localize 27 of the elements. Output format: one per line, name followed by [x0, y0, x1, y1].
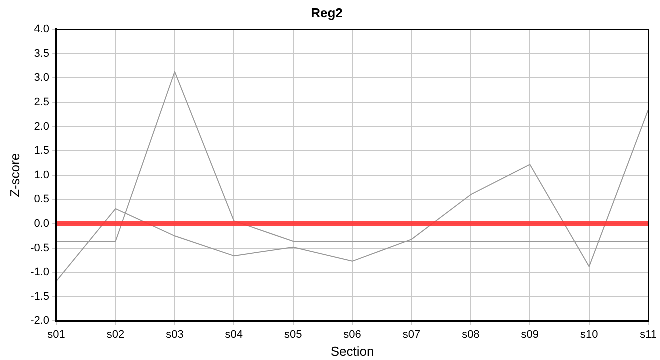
y-tick-label: 3.0 — [34, 72, 50, 84]
y-tick-label: 2.0 — [34, 120, 50, 133]
x-tick-label: s11 — [640, 328, 657, 341]
x-tick-label: s07 — [402, 328, 421, 341]
x-axis-title: Section — [330, 344, 374, 359]
chart-title: Reg2 — [311, 5, 343, 20]
x-tick-label: s06 — [344, 328, 362, 341]
y-tick-label: 3.5 — [34, 48, 50, 60]
y-tick-label: -1.5 — [30, 290, 50, 303]
y-tick-label: -0.5 — [30, 242, 50, 254]
y-tick-label: 1.5 — [34, 145, 50, 158]
y-tick-label: 0.0 — [34, 218, 50, 230]
y-tick-label: 2.5 — [34, 96, 50, 109]
y-tick-label: 0.5 — [34, 194, 50, 206]
x-tick-label: s03 — [166, 328, 184, 341]
y-tick-label: 1.0 — [34, 169, 50, 182]
y-tick-label: -2.0 — [30, 315, 50, 328]
x-tick-label: s08 — [462, 328, 480, 341]
y-tick-label: 4.0 — [34, 24, 50, 36]
x-tick-label: s10 — [580, 328, 598, 341]
x-tick-label: s02 — [106, 328, 125, 341]
y-axis-title: Z-score — [7, 153, 22, 198]
y-tick-label: -1.0 — [30, 266, 50, 279]
x-tick-label: s01 — [48, 328, 66, 341]
x-tick-label: s04 — [225, 328, 244, 341]
x-tick-label: s05 — [284, 328, 302, 341]
x-tick-label: s09 — [521, 328, 540, 341]
